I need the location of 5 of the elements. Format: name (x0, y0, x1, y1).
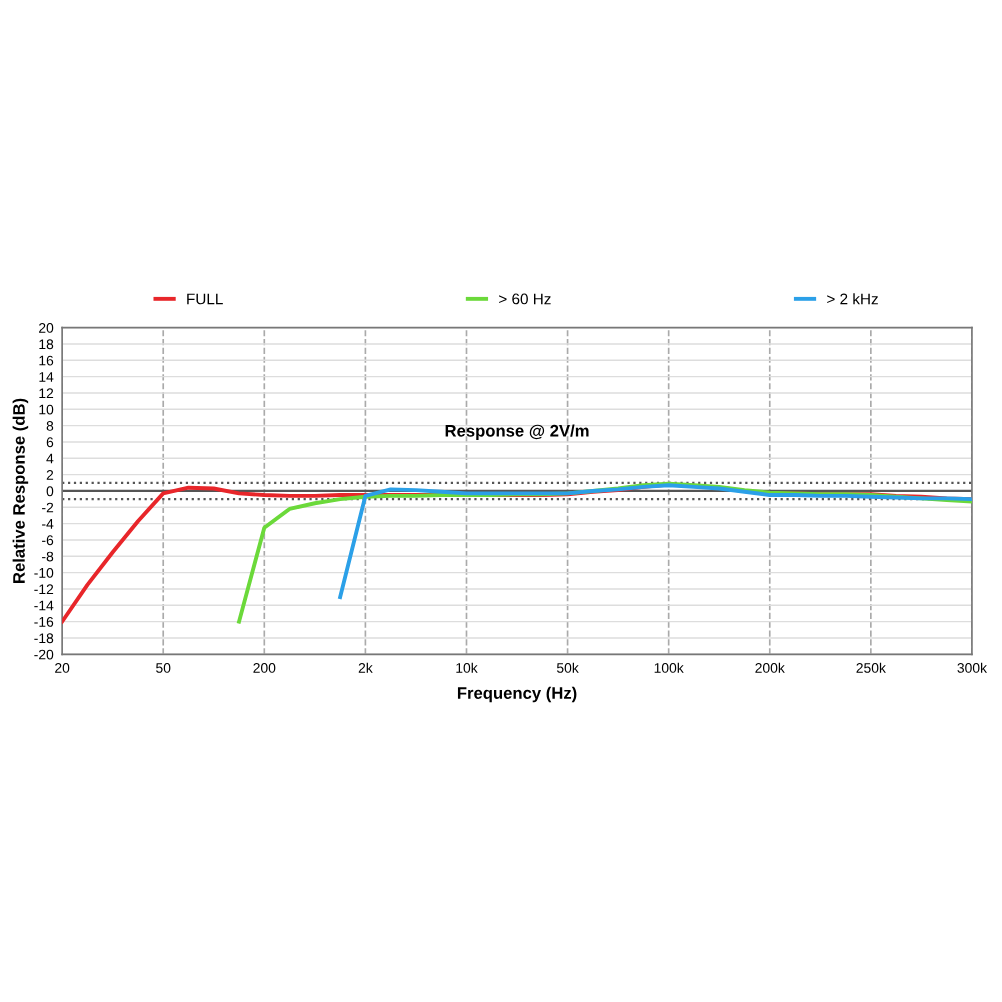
x-axis-title: Frequency (Hz) (457, 686, 577, 703)
y-axis-title: Relative Response (dB) (12, 398, 29, 583)
line-series (237, 481, 972, 624)
text: Response @ 2V/m (445, 424, 589, 440)
line-series (338, 483, 972, 600)
